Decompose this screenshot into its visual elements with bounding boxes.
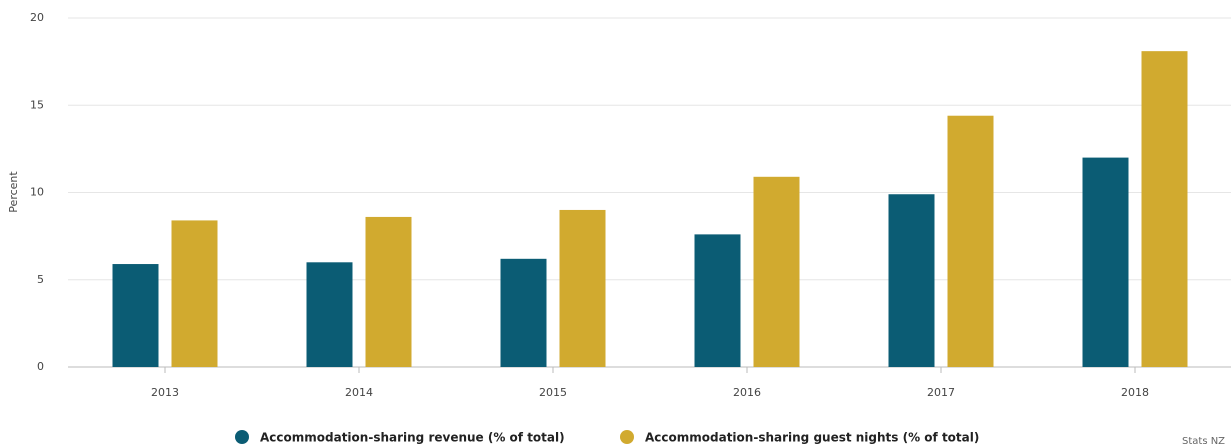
bar <box>1141 51 1188 367</box>
x-tick-label: 2018 <box>1121 386 1149 399</box>
bar <box>753 176 800 367</box>
x-tick-label: 2014 <box>345 386 373 399</box>
bar <box>559 209 606 367</box>
bar <box>306 262 353 367</box>
y-axis-label: Percent <box>7 171 20 213</box>
x-tick-label: 2015 <box>539 386 567 399</box>
legend-text: Accommodation-sharing guest nights (% of… <box>645 431 979 445</box>
bar <box>694 234 741 367</box>
x-tick-label: 2013 <box>151 386 179 399</box>
y-tick-label: 0 <box>37 360 44 373</box>
bar <box>888 194 935 367</box>
bar <box>1082 157 1129 367</box>
legend-swatch <box>235 430 249 444</box>
bar <box>171 220 218 367</box>
y-tick-label: 20 <box>30 11 44 24</box>
y-tick-label: 5 <box>37 273 44 286</box>
x-tick-label: 2017 <box>927 386 955 399</box>
bar <box>112 264 159 367</box>
legend-text: Accommodation-sharing revenue (% of tota… <box>260 431 565 445</box>
x-tick-label: 2016 <box>733 386 761 399</box>
credit: Stats NZ <box>1182 436 1225 445</box>
bar <box>947 115 994 367</box>
bar <box>500 258 547 367</box>
y-tick-label: 10 <box>30 186 44 199</box>
legend-swatch <box>620 430 634 444</box>
y-tick-label: 15 <box>30 98 44 111</box>
bar <box>365 216 412 367</box>
